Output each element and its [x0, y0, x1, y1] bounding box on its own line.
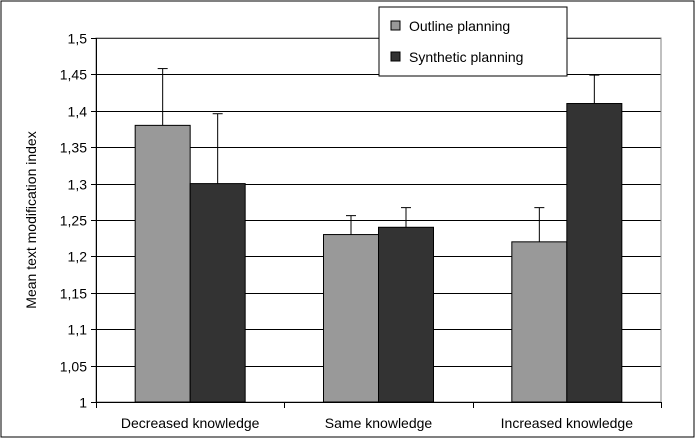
bar — [566, 103, 623, 403]
x-category-label: Decreased knowledge — [121, 415, 260, 431]
axes — [91, 38, 662, 408]
y-tick-label: 1,2 — [68, 249, 88, 265]
y-tick-label: 1,4 — [68, 104, 88, 120]
y-axis-title: Mean text modification index — [23, 131, 39, 308]
legend-swatch — [390, 51, 401, 62]
bars — [134, 68, 623, 403]
bar — [511, 241, 568, 403]
y-tick-label: 1,05 — [60, 359, 87, 375]
bar — [323, 234, 379, 403]
legend-label: Outline planning — [409, 18, 510, 34]
y-tick-label: 1,15 — [60, 286, 87, 302]
y-tick-label: 1,25 — [60, 213, 87, 229]
axis-labels: 1 1,05 1,1 1,15 1,2 1,25 1,3 1,35 1,4 1,45 1,5 Decr… — [60, 31, 633, 432]
y-tick-label: 1,3 — [68, 177, 88, 193]
legend-box — [378, 6, 568, 77]
x-category-label: Same knowledge — [325, 415, 433, 431]
bar — [378, 226, 434, 403]
x-category-label: Increased knowledge — [501, 415, 634, 431]
y-tick-label: 1 — [79, 395, 87, 411]
y-tick-label: 1,45 — [60, 67, 87, 83]
y-tick-label: 1,1 — [68, 322, 88, 338]
legend-swatch — [390, 20, 401, 31]
bar — [134, 124, 191, 403]
legend: Outline planning Synthetic planning — [378, 6, 568, 77]
y-tick-label: 1,5 — [68, 31, 88, 47]
bar — [189, 183, 246, 403]
y-tick-label: 1,35 — [60, 140, 87, 156]
legend-label: Synthetic planning — [409, 49, 523, 65]
